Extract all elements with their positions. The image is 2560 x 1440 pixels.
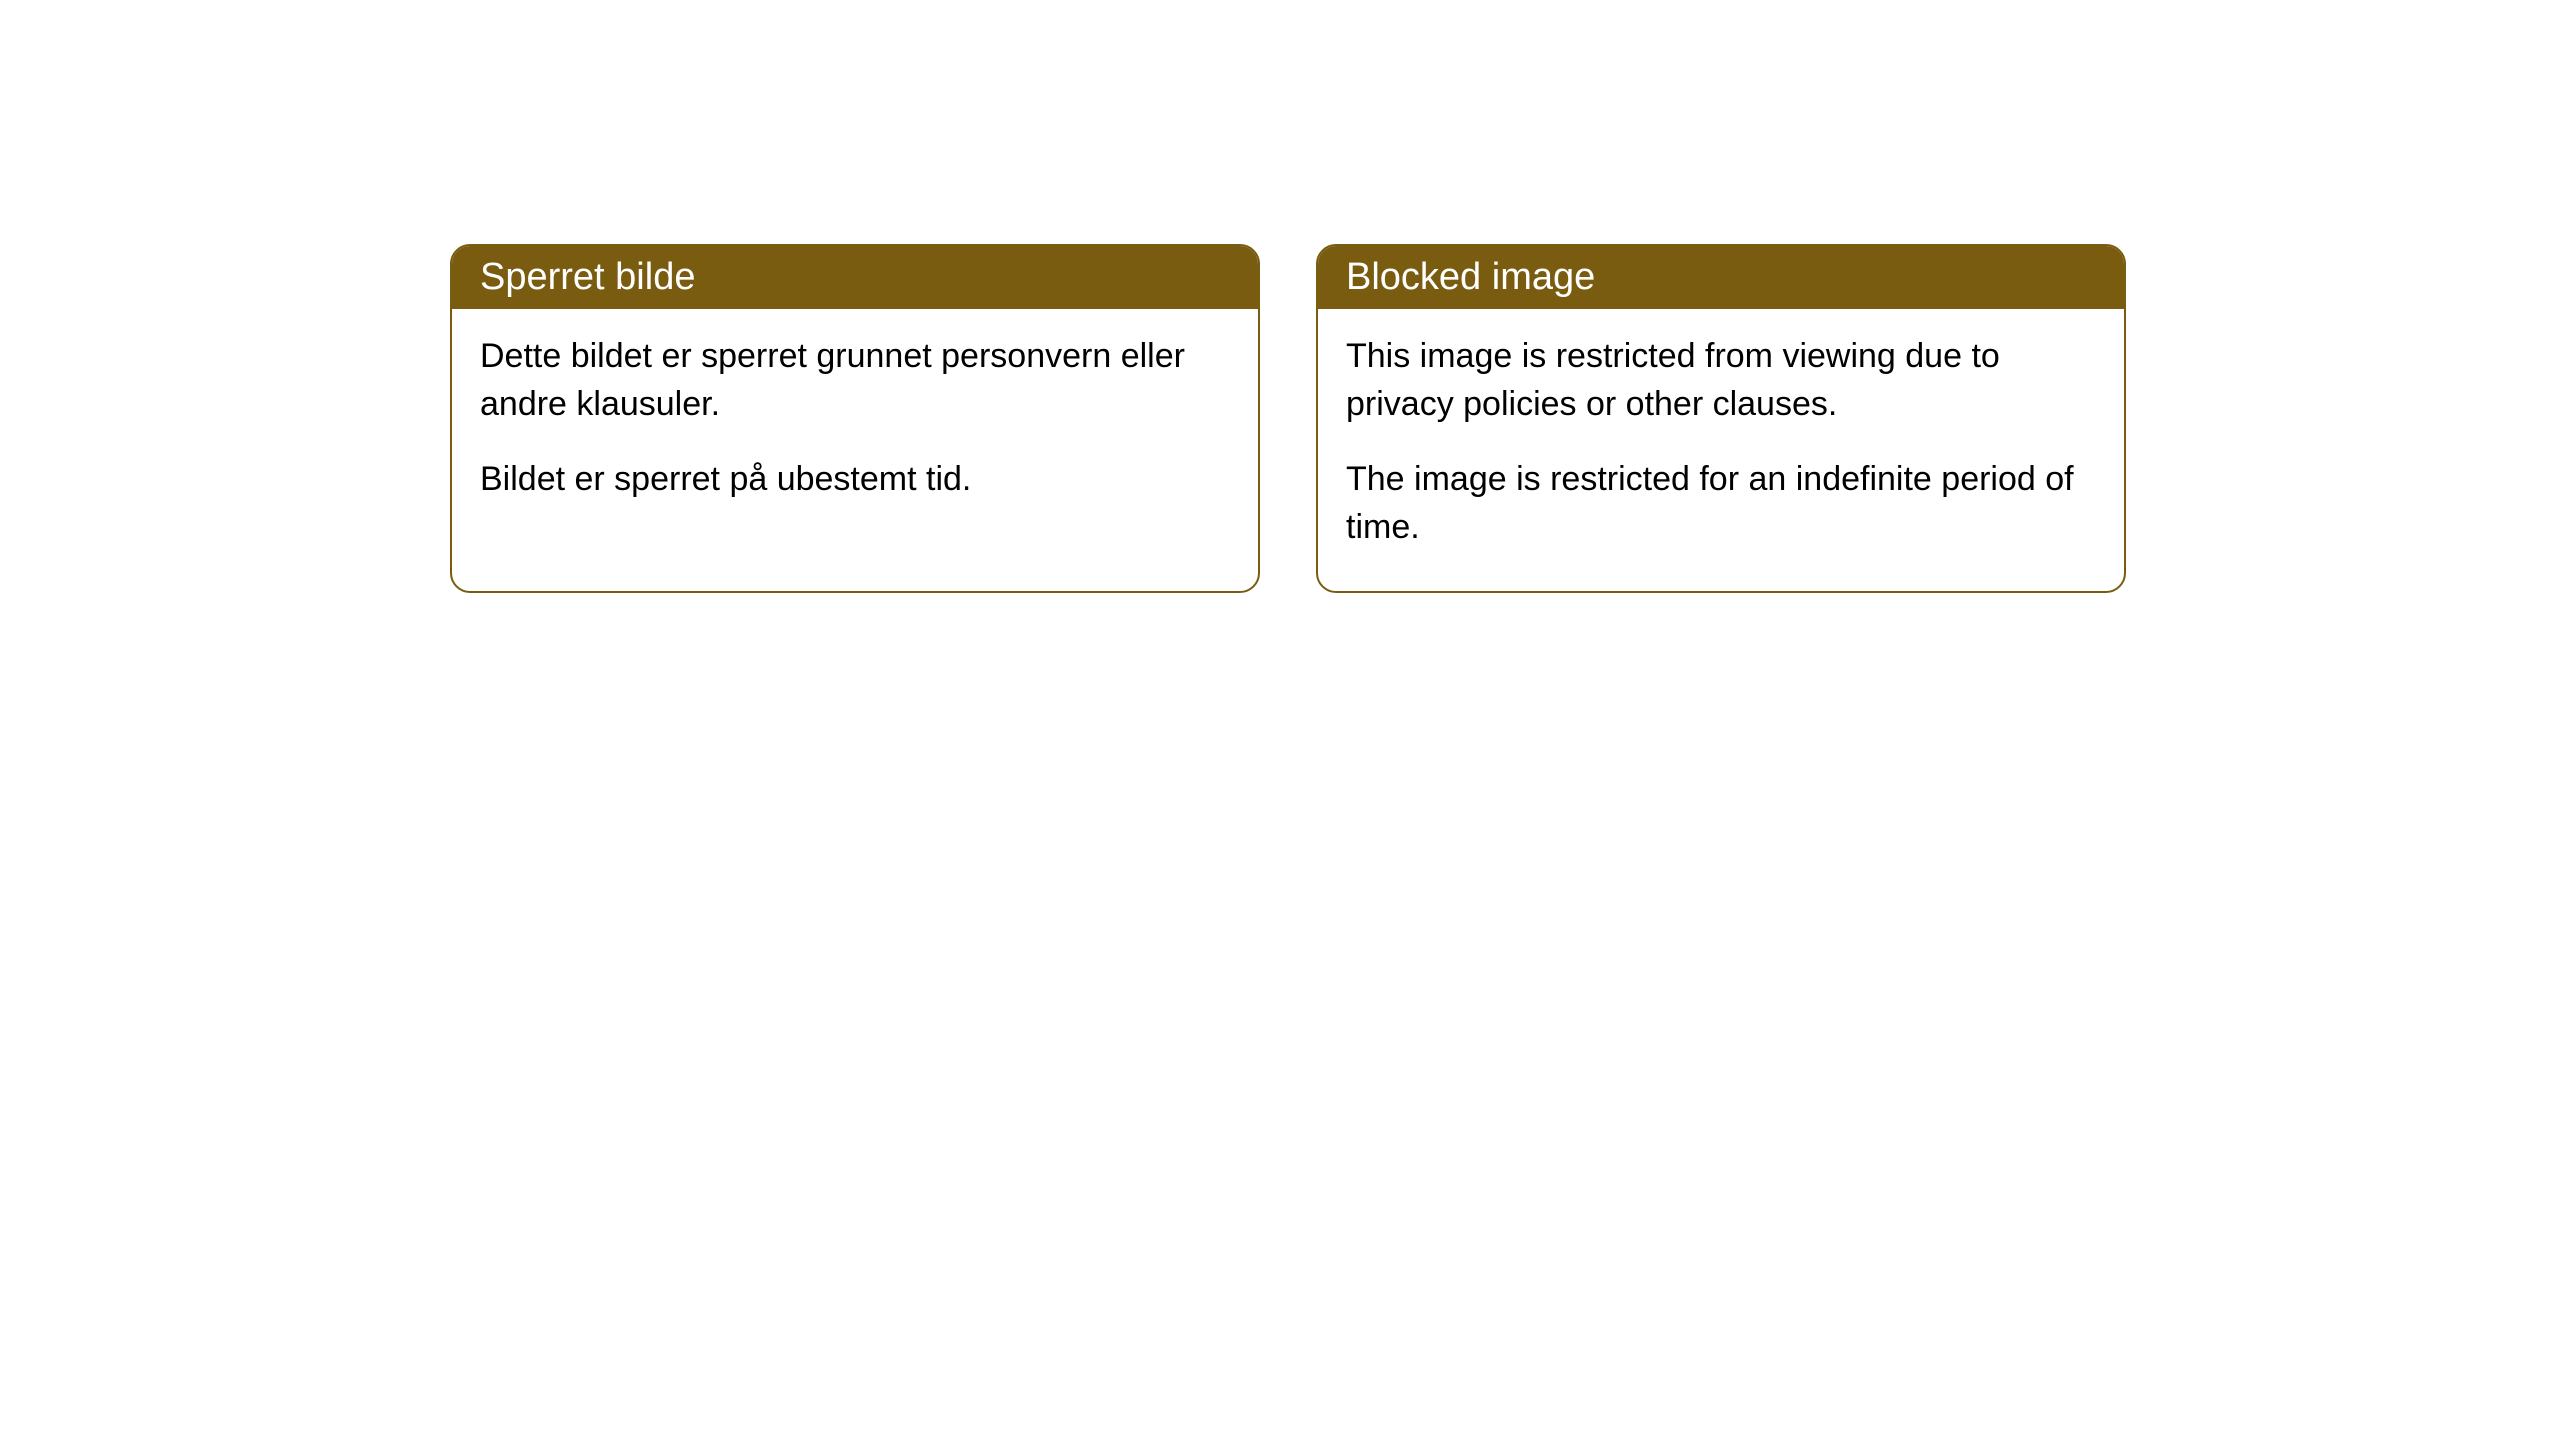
card-header-en: Blocked image xyxy=(1318,246,2124,309)
card-text-no-1: Dette bildet er sperret grunnet personve… xyxy=(480,333,1230,428)
card-text-en-1: This image is restricted from viewing du… xyxy=(1346,333,2096,428)
card-body-en: This image is restricted from viewing du… xyxy=(1318,309,2124,591)
card-body-no: Dette bildet er sperret grunnet personve… xyxy=(452,309,1258,544)
card-header-no: Sperret bilde xyxy=(452,246,1258,309)
blocked-image-card-en: Blocked image This image is restricted f… xyxy=(1316,244,2126,593)
blocked-image-card-no: Sperret bilde Dette bildet er sperret gr… xyxy=(450,244,1260,593)
card-text-en-2: The image is restricted for an indefinit… xyxy=(1346,456,2096,551)
cards-container: Sperret bilde Dette bildet er sperret gr… xyxy=(0,0,2560,593)
card-text-no-2: Bildet er sperret på ubestemt tid. xyxy=(480,456,1230,504)
